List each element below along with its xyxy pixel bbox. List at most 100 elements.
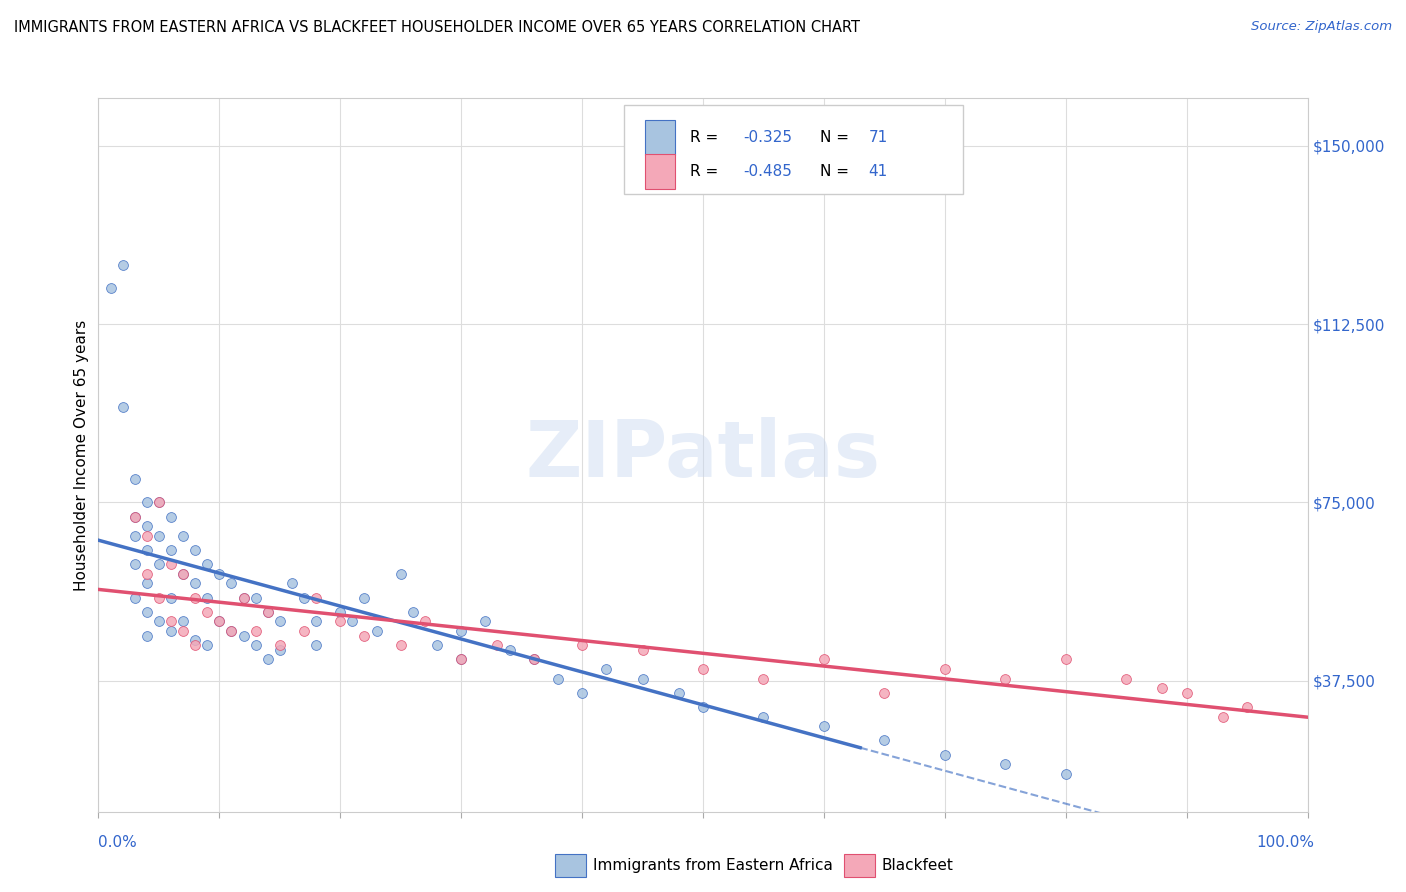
Point (221, 624, 243, 638)
Point (1054, 652, 1077, 666)
Point (195, 558, 218, 572)
Point (752, 672, 775, 686)
Point (135, 566, 157, 581)
Point (450, 652, 472, 666)
Point (245, 591, 267, 605)
Y-axis label: Householder Income Over 65 years: Householder Income Over 65 years (75, 319, 89, 591)
Point (148, 495, 170, 509)
Point (450, 652, 472, 666)
Point (195, 605, 218, 619)
Point (111, 401, 134, 415)
Point (184, 591, 207, 605)
Point (305, 591, 328, 605)
Point (160, 558, 183, 572)
Point (148, 591, 170, 605)
Point (184, 638, 207, 652)
Point (195, 591, 218, 605)
Point (111, 258, 134, 272)
Point (135, 543, 157, 558)
Point (148, 615, 170, 629)
FancyBboxPatch shape (645, 120, 675, 155)
Point (1175, 686, 1198, 700)
Point (124, 509, 146, 524)
Point (160, 543, 183, 558)
Point (450, 624, 472, 638)
Point (100, 281, 122, 295)
Point (353, 591, 375, 605)
Point (692, 662, 714, 676)
Text: IMMIGRANTS FROM EASTERN AFRICA VS BLACKFEET HOUSEHOLDER INCOME OVER 65 YEARS COR: IMMIGRANTS FROM EASTERN AFRICA VS BLACKF… (14, 20, 860, 35)
Point (934, 747, 956, 762)
Point (172, 566, 194, 581)
Text: 0.0%: 0.0% (98, 836, 138, 850)
Point (1212, 709, 1234, 723)
Text: 100.0%: 100.0% (1257, 836, 1315, 850)
Point (172, 624, 194, 638)
Point (269, 638, 291, 652)
Point (256, 605, 278, 619)
Text: N =: N = (820, 130, 855, 145)
Point (631, 643, 654, 657)
Point (160, 615, 183, 629)
Point (232, 629, 254, 643)
Point (813, 652, 835, 666)
Point (305, 638, 328, 652)
Text: R =: R = (690, 164, 723, 179)
Point (148, 529, 170, 543)
Point (221, 576, 243, 591)
Point (873, 686, 896, 700)
Point (269, 643, 291, 657)
Text: -0.325: -0.325 (742, 130, 792, 145)
Point (1152, 681, 1174, 695)
Point (208, 566, 231, 581)
Point (221, 624, 243, 638)
Point (256, 652, 278, 666)
Point (571, 638, 593, 652)
Point (208, 615, 231, 629)
Point (934, 662, 956, 676)
Point (571, 686, 593, 700)
Point (135, 605, 157, 619)
Point (1236, 700, 1258, 714)
Point (813, 719, 835, 733)
Point (135, 495, 157, 509)
Point (402, 605, 425, 619)
Text: Blackfeet: Blackfeet (882, 858, 953, 872)
Point (135, 629, 157, 643)
Point (498, 643, 520, 657)
Point (124, 558, 146, 572)
Point (389, 638, 412, 652)
Point (329, 615, 352, 629)
Point (994, 672, 1017, 686)
Point (631, 672, 654, 686)
Point (329, 605, 352, 619)
Point (245, 638, 267, 652)
Text: N =: N = (820, 164, 855, 179)
Point (172, 566, 194, 581)
Point (292, 624, 315, 638)
Point (752, 709, 775, 723)
FancyBboxPatch shape (645, 153, 675, 189)
Point (1054, 766, 1077, 780)
Point (305, 615, 328, 629)
Text: -0.485: -0.485 (742, 164, 792, 179)
Point (873, 733, 896, 747)
Point (135, 576, 157, 591)
Point (184, 543, 207, 558)
Point (547, 672, 569, 686)
Point (195, 638, 218, 652)
Point (523, 652, 546, 666)
Point (692, 700, 714, 714)
Text: 41: 41 (869, 164, 889, 179)
Point (135, 519, 157, 533)
Text: Source: ZipAtlas.com: Source: ZipAtlas.com (1251, 20, 1392, 33)
Text: R =: R = (690, 130, 723, 145)
Point (148, 495, 170, 509)
Point (366, 624, 388, 638)
Point (124, 591, 146, 605)
Point (135, 529, 157, 543)
Point (595, 662, 617, 676)
Point (232, 591, 254, 605)
Point (160, 591, 183, 605)
Point (208, 615, 231, 629)
